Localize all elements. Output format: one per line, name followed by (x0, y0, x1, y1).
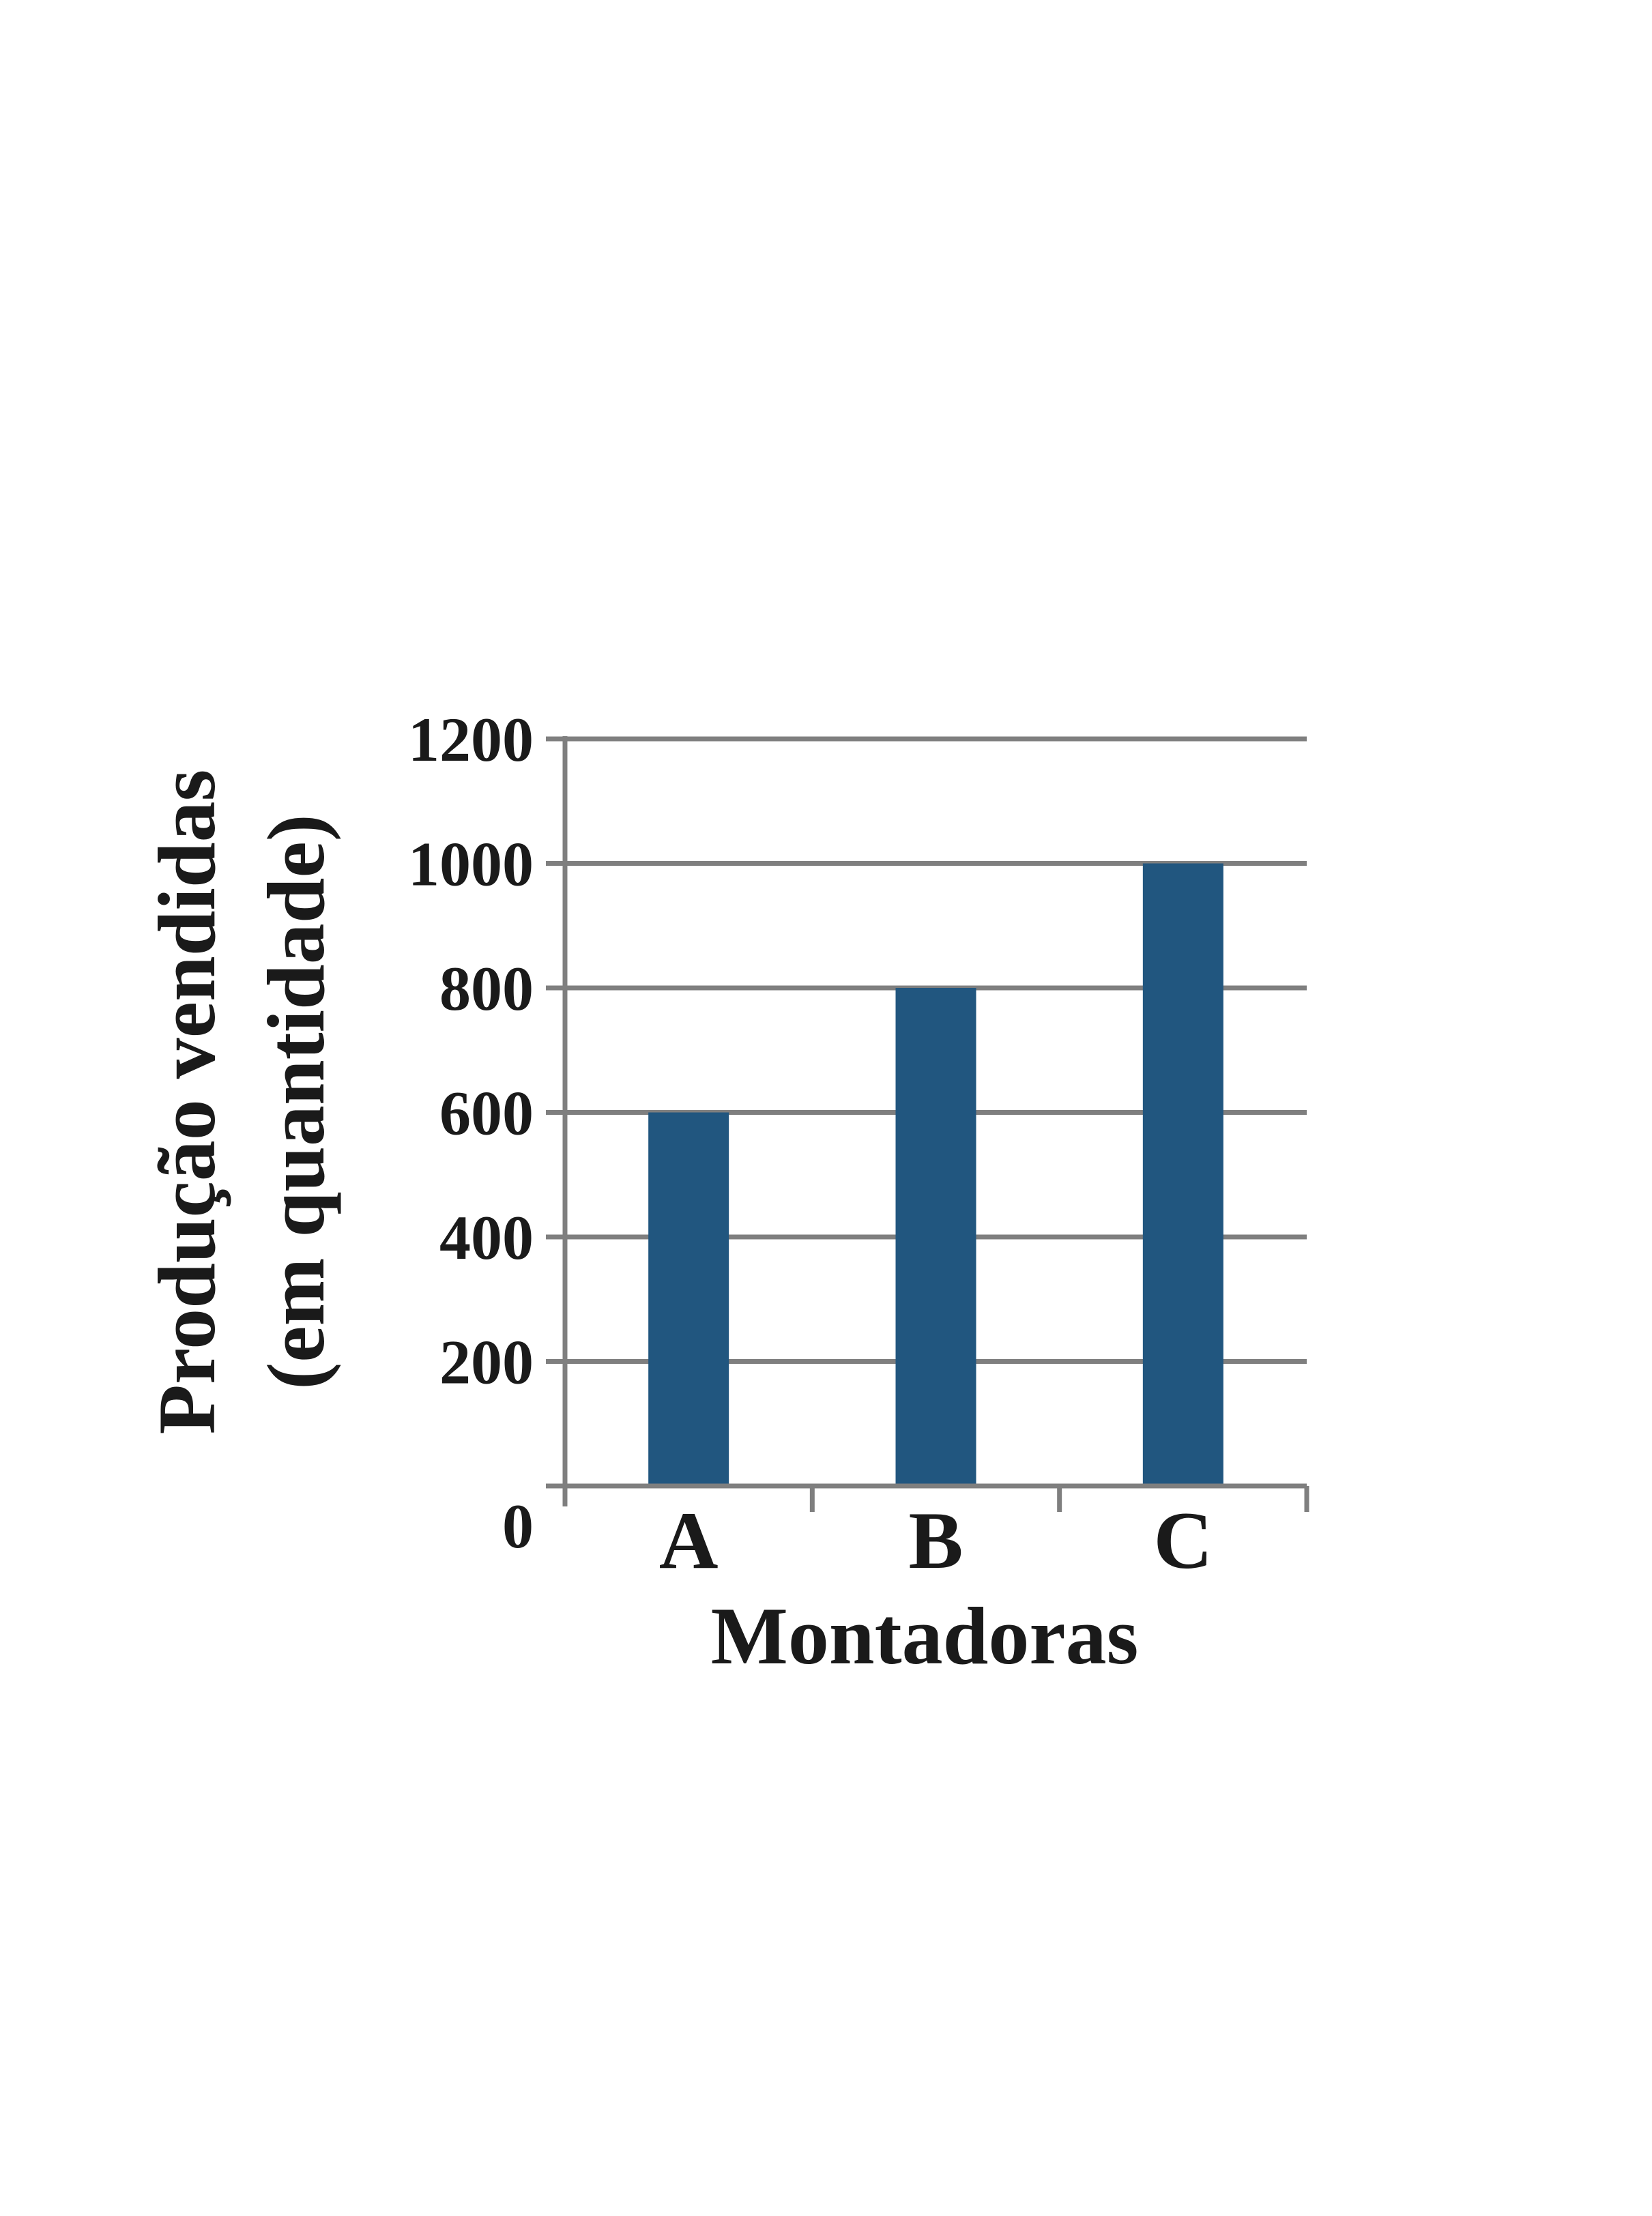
y-tick-label-400: 400 (439, 1203, 534, 1272)
y-tick-label-200: 200 (439, 1328, 534, 1397)
y-axis-title: Produção vendidas (em quantidade) (141, 770, 341, 1435)
x-axis-title: Montadoras (711, 1590, 1139, 1681)
y-tick-label-1200: 1200 (408, 705, 534, 774)
x-category-label-A: A (659, 1495, 719, 1586)
y-axis-title-line-2: (em quantidade) (250, 814, 341, 1389)
bar-C (1142, 863, 1223, 1486)
bars (648, 863, 1223, 1486)
y-tick-label-800: 800 (439, 954, 534, 1023)
axes (546, 736, 1309, 1512)
y-tick-label-600: 600 (439, 1079, 534, 1148)
y-tick-label-1000: 1000 (408, 830, 534, 899)
labels: 0 200 400 600 800 1000 1200 A B C (408, 705, 1213, 1586)
bar-B (895, 988, 976, 1486)
x-category-label-B: B (908, 1495, 963, 1586)
y-axis-title-line-1: Produção vendidas (141, 770, 232, 1435)
x-category-label-C: C (1153, 1495, 1213, 1586)
bar-A (648, 1112, 729, 1486)
y-tick-label-0: 0 (502, 1491, 534, 1561)
